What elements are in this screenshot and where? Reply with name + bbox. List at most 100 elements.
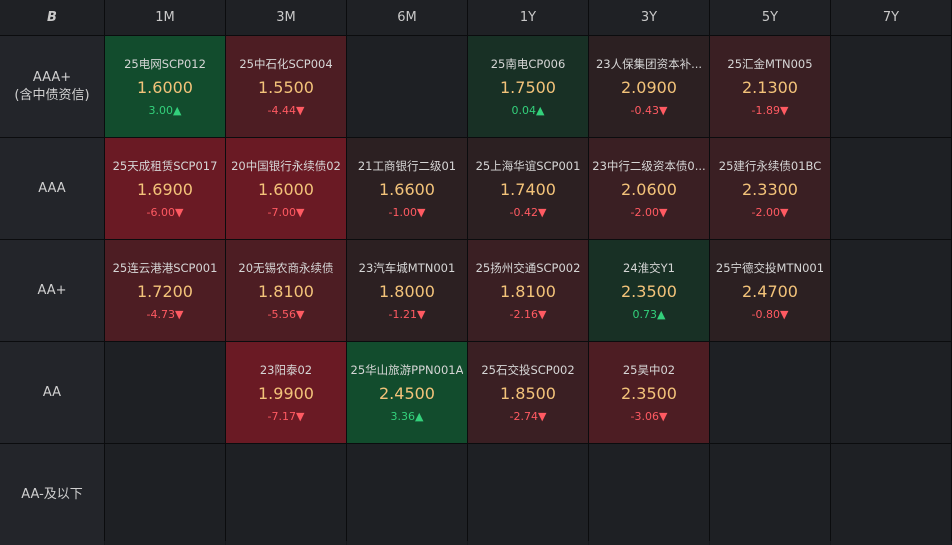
bond-cell[interactable]: 25建行永续债01BC 2.3300 -2.00▼: [710, 138, 830, 239]
tenor-header-5Y[interactable]: 5Y: [710, 0, 830, 35]
bond-rate: 1.8100: [258, 282, 314, 301]
rating-row-label: AAA: [0, 138, 104, 239]
bond-name[interactable]: 25建行永续债01BC: [718, 159, 822, 173]
tenor-header-3M[interactable]: 3M: [226, 0, 346, 35]
bond-cell[interactable]: 25昊中02 2.3500 -3.06▼: [589, 342, 709, 443]
bond-name[interactable]: 21工商银行二级01: [357, 159, 457, 173]
bond-name[interactable]: 25电网SCP012: [124, 57, 206, 71]
bond-name[interactable]: 25天成租赁SCP017: [112, 159, 218, 173]
bond-name[interactable]: 25扬州交通SCP002: [475, 261, 581, 275]
bond-cell[interactable]: 21工商银行二级01 1.6600 -1.00▼: [347, 138, 467, 239]
bond-rate: 1.7500: [500, 78, 556, 97]
bond-cell[interactable]: 25汇金MTN005 2.1300 -1.89▼: [710, 36, 830, 137]
bond-content[interactable]: 25中石化SCP004 1.5500 -4.44▼: [226, 36, 346, 137]
bond-name[interactable]: 20中国银行永续债02: [231, 159, 341, 173]
bond-content[interactable]: 23人保集团资本补... 2.0900 -0.43▼: [589, 36, 709, 137]
bond-content[interactable]: 20中国银行永续债02 1.6000 -7.00▼: [226, 138, 346, 239]
bond-change: -2.74▼: [509, 410, 547, 423]
tenor-header-1M[interactable]: 1M: [105, 0, 225, 35]
bond-cell[interactable]: 25南电CP006 1.7500 0.04▲: [468, 36, 588, 137]
bond-cell[interactable]: 25石交投SCP002 1.8500 -2.74▼: [468, 342, 588, 443]
bond-rate: 1.7200: [137, 282, 193, 301]
bond-change: -3.06▼: [630, 410, 668, 423]
bond-rate: 2.0900: [621, 78, 677, 97]
empty-cell: [226, 444, 346, 545]
bond-cell[interactable]: 20中国银行永续债02 1.6000 -7.00▼: [226, 138, 346, 239]
bond-rate: 1.6000: [137, 78, 193, 97]
bond-name[interactable]: 20无锡农商永续债: [238, 261, 334, 275]
bond-content[interactable]: 25天成租赁SCP017 1.6900 -6.00▼: [105, 138, 225, 239]
bond-content[interactable]: 25建行永续债01BC 2.3300 -2.00▼: [710, 138, 830, 239]
bond-change: 3.00▲: [148, 104, 182, 117]
bond-content[interactable]: 20无锡农商永续债 1.8100 -5.56▼: [226, 240, 346, 341]
bond-rate: 1.6600: [379, 180, 435, 199]
bond-content[interactable]: 23汽车城MTN001 1.8000 -1.21▼: [347, 240, 467, 341]
bond-rate: 1.9900: [258, 384, 314, 403]
bond-content[interactable]: 21工商银行二级01 1.6600 -1.00▼: [347, 138, 467, 239]
bond-cell[interactable]: 25天成租赁SCP017 1.6900 -6.00▼: [105, 138, 225, 239]
rating-row-label: AAA+ (含中债资信): [0, 36, 104, 137]
bond-name[interactable]: 23阳泰02: [259, 363, 313, 377]
bond-name[interactable]: 23人保集团资本补...: [595, 57, 703, 71]
bond-cell[interactable]: 25中石化SCP004 1.5500 -4.44▼: [226, 36, 346, 137]
bond-content[interactable]: 25华山旅游PPN001A 2.4500 3.36▲: [347, 342, 467, 443]
bond-cell[interactable]: 23人保集团资本补... 2.0900 -0.43▼: [589, 36, 709, 137]
bond-content[interactable]: 25扬州交通SCP002 1.8100 -2.16▼: [468, 240, 588, 341]
bond-name[interactable]: 23汽车城MTN001: [358, 261, 456, 275]
bond-rate: 2.4500: [379, 384, 435, 403]
bond-content[interactable]: 25石交投SCP002 1.8500 -2.74▼: [468, 342, 588, 443]
bond-cell[interactable]: 25宁德交投MTN001 2.4700 -0.80▼: [710, 240, 830, 341]
bond-change: -4.73▼: [146, 308, 184, 321]
bond-change: -0.42▼: [509, 206, 547, 219]
bond-content[interactable]: 25南电CP006 1.7500 0.04▲: [468, 36, 588, 137]
empty-cell: [710, 342, 830, 443]
bond-rate: 1.8500: [500, 384, 556, 403]
bond-cell[interactable]: 23阳泰02 1.9900 -7.17▼: [226, 342, 346, 443]
bond-cell[interactable]: 25华山旅游PPN001A 2.4500 3.36▲: [347, 342, 467, 443]
bond-name[interactable]: 25南电CP006: [490, 57, 566, 71]
bond-cell[interactable]: 23汽车城MTN001 1.8000 -1.21▼: [347, 240, 467, 341]
bond-change: -2.16▼: [509, 308, 547, 321]
bond-cell[interactable]: 25上海华谊SCP001 1.7400 -0.42▼: [468, 138, 588, 239]
bond-name[interactable]: 25连云港港SCP001: [112, 261, 218, 275]
bond-change: -5.56▼: [267, 308, 305, 321]
bond-rate: 1.5500: [258, 78, 314, 97]
bond-cell[interactable]: 25扬州交通SCP002 1.8100 -2.16▼: [468, 240, 588, 341]
bond-content[interactable]: 23阳泰02 1.9900 -7.17▼: [226, 342, 346, 443]
bond-content[interactable]: 25昊中02 2.3500 -3.06▼: [589, 342, 709, 443]
bond-name[interactable]: 25石交投SCP002: [481, 363, 575, 377]
bond-content[interactable]: 25上海华谊SCP001 1.7400 -0.42▼: [468, 138, 588, 239]
tenor-header-1Y[interactable]: 1Y: [468, 0, 588, 35]
bond-name[interactable]: 23中行二级资本债0...: [592, 159, 706, 173]
bond-name[interactable]: 25昊中02: [622, 363, 676, 377]
bond-name[interactable]: 25汇金MTN005: [727, 57, 813, 71]
tenor-header-7Y[interactable]: 7Y: [831, 0, 951, 35]
bond-rate: 2.0600: [621, 180, 677, 199]
bond-content[interactable]: 24淮交Y1 2.3500 0.73▲: [589, 240, 709, 341]
bond-rate: 2.3500: [621, 282, 677, 301]
bond-content[interactable]: 25连云港港SCP001 1.7200 -4.73▼: [105, 240, 225, 341]
empty-cell: [831, 138, 951, 239]
bond-cell[interactable]: 24淮交Y1 2.3500 0.73▲: [589, 240, 709, 341]
empty-cell: [347, 444, 467, 545]
bond-content[interactable]: 23中行二级资本债0... 2.0600 -2.00▼: [589, 138, 709, 239]
bond-cell[interactable]: 25电网SCP012 1.6000 3.00▲: [105, 36, 225, 137]
bond-cell[interactable]: 23中行二级资本债0... 2.0600 -2.00▼: [589, 138, 709, 239]
bond-name[interactable]: 25上海华谊SCP001: [475, 159, 581, 173]
tenor-header-3Y[interactable]: 3Y: [589, 0, 709, 35]
empty-cell: [105, 342, 225, 443]
tenor-header-6M[interactable]: 6M: [347, 0, 467, 35]
bond-cell[interactable]: 20无锡农商永续债 1.8100 -5.56▼: [226, 240, 346, 341]
bond-name[interactable]: 24淮交Y1: [623, 261, 675, 275]
bond-name[interactable]: 25宁德交投MTN001: [715, 261, 825, 275]
bond-name[interactable]: 25华山旅游PPN001A: [350, 363, 464, 377]
bond-rate: 2.1300: [742, 78, 798, 97]
bond-rate: 1.8100: [500, 282, 556, 301]
empty-cell: [831, 444, 951, 545]
bond-content[interactable]: 25汇金MTN005 2.1300 -1.89▼: [710, 36, 830, 137]
bond-name[interactable]: 25中石化SCP004: [239, 57, 333, 71]
bond-content[interactable]: 25电网SCP012 1.6000 3.00▲: [105, 36, 225, 137]
bond-content[interactable]: 25宁德交投MTN001 2.4700 -0.80▼: [710, 240, 830, 341]
bond-cell[interactable]: 25连云港港SCP001 1.7200 -4.73▼: [105, 240, 225, 341]
bond-change: 3.36▲: [390, 410, 424, 423]
